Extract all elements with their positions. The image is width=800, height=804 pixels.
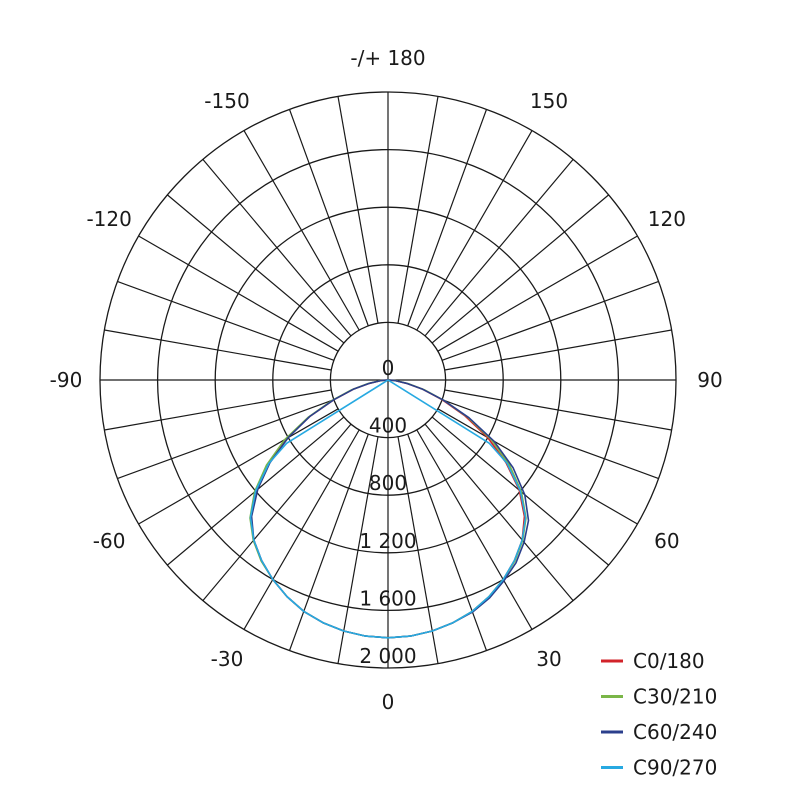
grid-spoke bbox=[166, 194, 345, 344]
radial-tick-label: 1 600 bbox=[359, 586, 416, 610]
grid-spoke bbox=[424, 158, 574, 337]
radial-tick-label: 1 200 bbox=[359, 529, 416, 553]
grid-spoke bbox=[407, 109, 488, 327]
grid-spoke bbox=[441, 399, 659, 480]
grid-spoke bbox=[441, 280, 659, 361]
grid-spoke bbox=[407, 433, 488, 651]
angle-tick-label: -150 bbox=[204, 89, 249, 113]
grid-spoke bbox=[288, 109, 369, 327]
grid-spoke bbox=[243, 130, 360, 331]
angle-tick-label: -60 bbox=[93, 529, 126, 553]
grid-spoke bbox=[397, 96, 439, 324]
grid-spoke bbox=[444, 329, 672, 371]
angle-tick-label: -/+ 180 bbox=[350, 46, 425, 70]
grid-spoke bbox=[437, 235, 638, 352]
angle-tick-label: -120 bbox=[86, 207, 131, 231]
polar-grid bbox=[99, 91, 677, 669]
grid-spoke bbox=[337, 96, 379, 324]
angle-tick-label: -90 bbox=[50, 368, 83, 392]
grid-spoke bbox=[397, 436, 439, 664]
grid-spoke bbox=[416, 429, 533, 630]
angle-tick-label: 120 bbox=[648, 207, 686, 231]
grid-spoke bbox=[138, 408, 339, 525]
legend-label: C30/210 bbox=[633, 685, 717, 709]
radial-tick-label: 0 bbox=[382, 356, 395, 380]
grid-spoke bbox=[138, 235, 339, 352]
angle-tick-label: 150 bbox=[530, 89, 568, 113]
grid-spoke bbox=[202, 158, 352, 337]
grid-spoke bbox=[424, 423, 574, 602]
angle-tick-label: 30 bbox=[536, 647, 561, 671]
radial-tick-labels: 0 400 800 1 200 1 600 2 000 bbox=[359, 356, 416, 668]
grid-spoke bbox=[117, 280, 335, 361]
grid-spoke bbox=[337, 436, 379, 664]
radial-tick-label: 2 000 bbox=[359, 644, 416, 668]
intensity-curves bbox=[249, 379, 530, 639]
angle-tick-label: 0 bbox=[382, 690, 395, 714]
grid-spoke bbox=[202, 423, 352, 602]
angle-tick-label: -30 bbox=[211, 647, 244, 671]
grid-spoke bbox=[243, 429, 360, 630]
angle-tick-label: 90 bbox=[697, 368, 722, 392]
grid-spoke bbox=[437, 408, 638, 525]
grid-spoke bbox=[288, 433, 369, 651]
grid-spoke bbox=[416, 130, 533, 331]
radial-tick-label: 400 bbox=[369, 414, 407, 438]
angle-tick-labels: -/+ 180 150 -150 120 -120 90 -90 60 -60 30 -30 0 bbox=[50, 46, 723, 714]
legend: C0/180 C30/210 C60/240 C90/270 bbox=[601, 649, 717, 780]
grid-spoke bbox=[444, 389, 672, 431]
grid-spoke bbox=[431, 194, 610, 344]
legend-label: C0/180 bbox=[633, 649, 705, 673]
grid-spoke bbox=[117, 399, 335, 480]
grid-spoke bbox=[104, 389, 332, 431]
grid-spoke bbox=[104, 329, 332, 371]
angle-tick-label: 60 bbox=[654, 529, 679, 553]
radial-tick-label: 800 bbox=[369, 471, 407, 495]
legend-label: C60/240 bbox=[633, 720, 717, 744]
series-line-c90-270 bbox=[249, 379, 527, 639]
legend-label: C90/270 bbox=[633, 756, 717, 780]
